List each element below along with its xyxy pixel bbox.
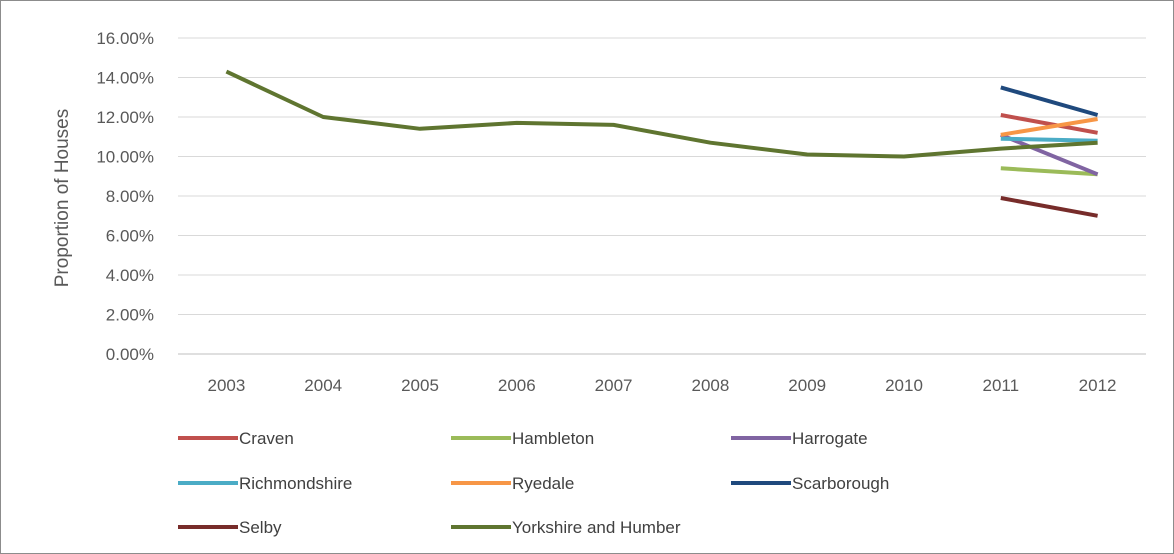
series-line-ryedale (1000, 117, 1098, 137)
legend-label: Harrogate (792, 429, 868, 448)
legend-label: Yorkshire and Humber (512, 518, 681, 537)
y-axis-label: Proportion of Houses (52, 109, 73, 288)
x-tick-label: 2008 (691, 376, 729, 395)
y-tick-label: 8.00% (106, 187, 154, 206)
series-lines (225, 69, 1099, 218)
legend-label: Selby (239, 518, 282, 537)
series-line-selby (1000, 196, 1098, 218)
legend-label: Ryedale (512, 474, 574, 493)
series-line-richmondshire (1000, 136, 1098, 143)
y-tick-label: 4.00% (106, 266, 154, 285)
legend-item-richmondshire: Richmondshire (178, 474, 352, 493)
legend-item-hambleton: Hambleton (451, 429, 594, 448)
legend-item-scarborough: Scarborough (731, 474, 889, 493)
legend-item-selby: Selby (178, 518, 282, 537)
x-tick-label: 2011 (983, 376, 1020, 395)
y-tick-label: 2.00% (106, 306, 154, 325)
legend-label: Scarborough (792, 474, 889, 493)
legend-item-yorkshire-and-humber: Yorkshire and Humber (451, 518, 681, 537)
legend-label: Craven (239, 429, 294, 448)
legend-item-harrogate: Harrogate (731, 429, 868, 448)
legend: Craven Hambleton Harrogate Richmondshire Rye… (178, 429, 889, 537)
series-line-yorkshire-and-humber (225, 69, 1098, 159)
x-tick-label: 2006 (498, 376, 536, 395)
x-tick-label: 2004 (304, 376, 342, 395)
series-line-hambleton (1000, 166, 1098, 177)
y-tick-label: 12.00% (96, 108, 154, 127)
legend-label: Hambleton (512, 429, 594, 448)
x-tick-label: 2003 (207, 376, 245, 395)
x-tick-label: 2009 (788, 376, 826, 395)
x-axis-tick-labels: 2003 2004 2005 2006 2007 2008 2009 2010 2011 2012 (207, 376, 1116, 395)
y-axis-tick-labels: 0.00% 2.00% 4.00% 6.00% 8.00% 10.00% 12.00% 14.… (96, 29, 154, 364)
series-line-harrogate (1000, 132, 1099, 177)
legend-label: Richmondshire (239, 474, 352, 493)
x-tick-label: 2005 (401, 376, 439, 395)
x-tick-label: 2010 (885, 376, 923, 395)
y-tick-label: 0.00% (106, 345, 154, 364)
x-tick-label: 2012 (1079, 376, 1117, 395)
gridlines (178, 37, 1146, 355)
y-tick-label: 16.00% (96, 29, 154, 48)
y-tick-label: 6.00% (106, 227, 154, 246)
y-tick-label: 10.00% (96, 148, 154, 167)
series-line-craven (1000, 113, 1098, 135)
y-tick-label: 14.00% (96, 69, 154, 88)
legend-item-craven: Craven (178, 429, 294, 448)
series-line-scarborough (1000, 85, 1099, 117)
x-tick-label: 2007 (595, 376, 633, 395)
legend-item-ryedale: Ryedale (451, 474, 574, 493)
